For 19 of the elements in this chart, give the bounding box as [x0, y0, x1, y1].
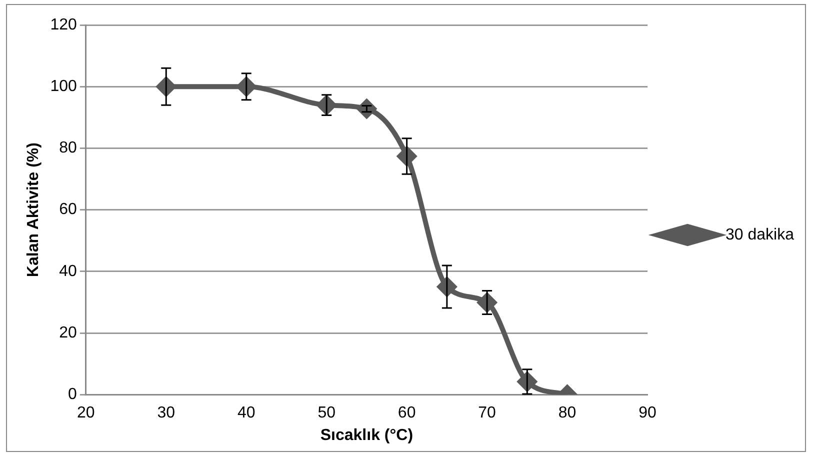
y-tick-label: 60 — [59, 201, 77, 218]
legend-label: 30 dakika — [726, 226, 794, 244]
x-tick-label: 70 — [478, 404, 496, 422]
point — [357, 99, 376, 118]
y-tick-label: 120 — [50, 16, 77, 34]
x-tick-label: 40 — [237, 404, 256, 422]
x-tick-label: 90 — [638, 404, 657, 422]
y-tick-label: 80 — [59, 140, 77, 157]
y-tick-label: 100 — [50, 78, 77, 96]
x-tick-label: 80 — [558, 404, 576, 422]
y-tick-label: 20 — [59, 324, 77, 342]
x-tick-label: 50 — [318, 404, 336, 422]
x-axis-title: Sıcaklık (°C) — [320, 426, 414, 444]
x-tick-label: 30 — [157, 404, 176, 422]
y-axis-title: Kalan Aktivite (%) — [25, 142, 42, 278]
y-tick-label: 0 — [68, 386, 77, 404]
y-tick-label: 40 — [59, 262, 77, 280]
x-tick-label: 20 — [76, 404, 95, 422]
x-tick-label: 60 — [398, 404, 416, 422]
